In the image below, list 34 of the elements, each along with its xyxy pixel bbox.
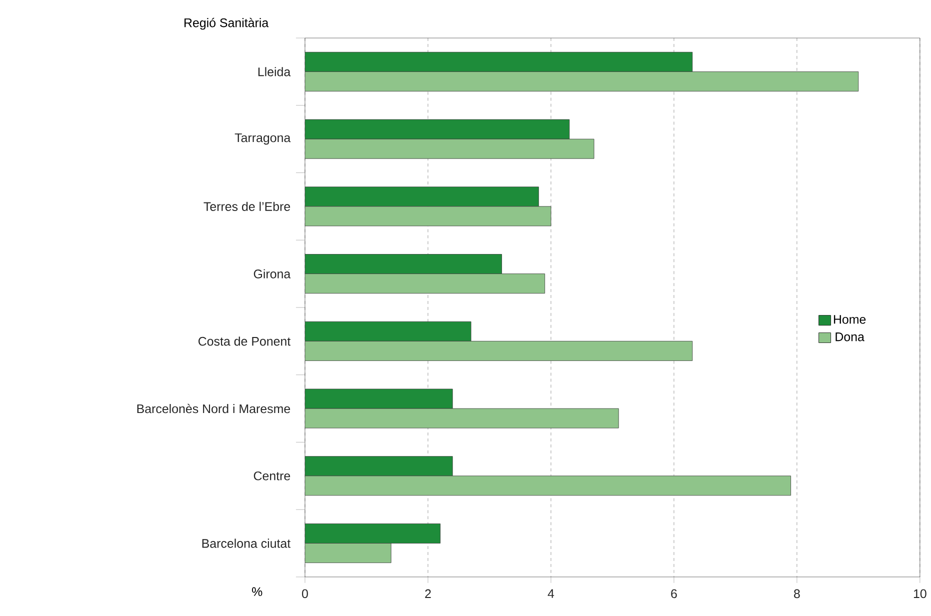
y-tick-label: Barcelonès Nord i Maresme: [137, 404, 290, 414]
bar: [304, 524, 440, 544]
bar: [304, 388, 453, 409]
y-axis-title: Regió Sanitària: [184, 18, 269, 30]
bar: [304, 340, 693, 361]
x-axis-title: %: [252, 587, 262, 596]
bar: [304, 274, 546, 294]
bar: [304, 186, 539, 207]
x-tick-label: 10: [914, 589, 926, 598]
x-tick-label: 8: [794, 589, 800, 598]
y-tick-label: Barcelona ciutat: [202, 538, 291, 548]
bar: [304, 456, 453, 476]
bar: [304, 138, 594, 159]
bar: [304, 543, 392, 564]
y-tick-label: Tarragona: [234, 134, 291, 145]
bar: [304, 408, 619, 428]
bar: [304, 254, 502, 274]
bar: [304, 119, 570, 140]
x-tick-label: 4: [548, 589, 554, 598]
legend-label: Home: [834, 315, 866, 324]
legend-label: Dona: [836, 332, 864, 342]
y-tick-label: Costa de Ponent: [198, 336, 291, 346]
bar: [304, 206, 552, 226]
y-tick-label: Terres de l’Ebre: [204, 202, 290, 212]
bar: [304, 321, 472, 342]
bar: [304, 52, 693, 72]
bar: [304, 476, 791, 496]
x-tick-label: 6: [671, 589, 677, 598]
y-tick-label: Girona: [254, 269, 291, 278]
bar: [304, 72, 859, 92]
x-tick-label: 0: [302, 589, 308, 598]
y-tick-label: Centre: [254, 472, 290, 480]
x-tick-label: 2: [425, 589, 431, 598]
y-tick-label: Lleida: [258, 67, 291, 76]
